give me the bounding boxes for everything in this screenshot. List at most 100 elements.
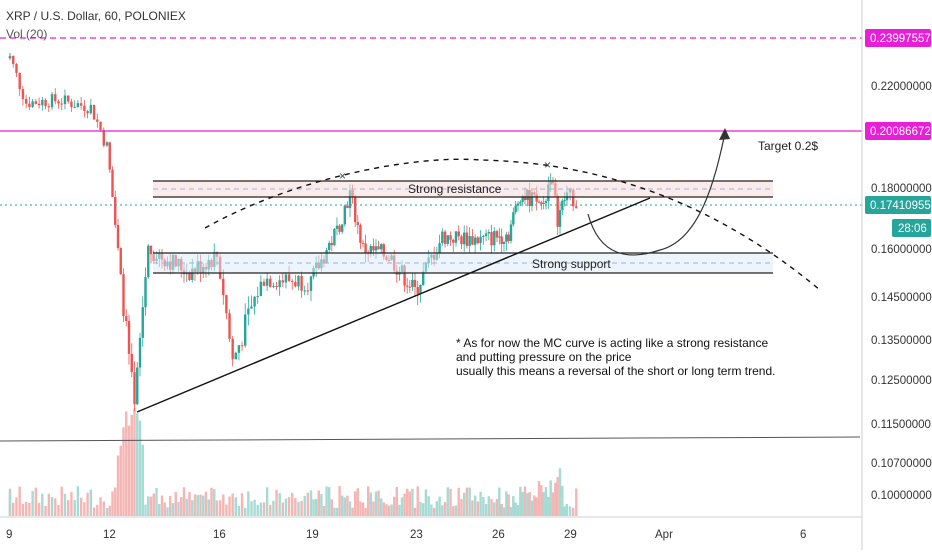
candle-body bbox=[408, 286, 411, 288]
volume-bar bbox=[533, 495, 536, 516]
candle-body bbox=[191, 268, 194, 280]
volume-bar bbox=[565, 503, 569, 516]
volume-bar bbox=[180, 497, 183, 516]
volume-bar bbox=[144, 504, 147, 516]
volume-bar bbox=[119, 445, 122, 516]
volume-bar bbox=[495, 498, 499, 516]
y-tick: 0.11500000 bbox=[871, 419, 931, 431]
volume-bar bbox=[374, 491, 378, 516]
volume-bar bbox=[380, 498, 383, 516]
volume-bar bbox=[544, 487, 548, 516]
candle-body bbox=[572, 189, 575, 207]
candle-body bbox=[247, 308, 250, 315]
volume-bar bbox=[259, 502, 263, 516]
volume-bar bbox=[191, 500, 194, 516]
support-label: Strong support bbox=[532, 257, 611, 271]
volume-bar bbox=[44, 506, 47, 516]
volume-bar bbox=[213, 488, 216, 516]
candle-body bbox=[28, 103, 31, 107]
volume-bar bbox=[21, 503, 25, 516]
y-axis-ticks: 0.22000000 0.18000000 0.16000000 0.14500… bbox=[871, 81, 932, 502]
volume-bar bbox=[519, 486, 522, 516]
volume-bar bbox=[204, 491, 208, 516]
volume-bar bbox=[530, 500, 534, 516]
volume-bar bbox=[278, 493, 281, 516]
volume-bar bbox=[149, 496, 153, 516]
x-tick: 23 bbox=[410, 529, 423, 541]
volume-bar bbox=[15, 497, 18, 516]
volume-bar bbox=[18, 486, 21, 516]
candle-body bbox=[509, 224, 513, 241]
price-label-box bbox=[865, 196, 931, 214]
candle-body bbox=[443, 231, 447, 244]
candle-body bbox=[335, 225, 339, 229]
volume-bar bbox=[460, 498, 463, 516]
candle-body bbox=[225, 295, 228, 314]
countdown-label: 28:06 bbox=[892, 219, 931, 237]
volume-bar bbox=[413, 507, 417, 516]
volume-bar bbox=[122, 427, 125, 516]
volume-bar bbox=[367, 486, 370, 516]
candle-body bbox=[403, 265, 406, 286]
volume-bar bbox=[333, 507, 336, 516]
resistance-label: Strong resistance bbox=[408, 182, 502, 196]
y-tick: 0.18000000 bbox=[871, 183, 932, 195]
volume-bar bbox=[507, 494, 510, 516]
candle-body bbox=[406, 285, 409, 287]
candle-body bbox=[44, 99, 47, 107]
candle-body bbox=[47, 106, 50, 108]
volume-bar bbox=[63, 493, 67, 516]
candle-body bbox=[380, 244, 383, 250]
volume-bar bbox=[482, 496, 485, 516]
volume-bar bbox=[125, 411, 128, 516]
x-axis-ticks: 9 12 16 19 23 26 29 Apr 6 bbox=[6, 529, 806, 541]
volume-bar bbox=[484, 503, 488, 516]
candle-body bbox=[76, 103, 80, 107]
volume-bar bbox=[422, 503, 425, 516]
volume-bar bbox=[359, 501, 362, 516]
y-tick: 0.12500000 bbox=[871, 375, 932, 387]
volume-bar bbox=[322, 506, 326, 516]
candle-body bbox=[482, 236, 485, 238]
candle-body bbox=[519, 201, 522, 204]
volume-bar bbox=[269, 504, 272, 516]
volume-bar bbox=[163, 502, 166, 516]
candle-body bbox=[89, 104, 93, 114]
volume-bar bbox=[41, 493, 44, 516]
candle-body bbox=[382, 244, 385, 257]
candle-body bbox=[122, 274, 125, 317]
volume-bar bbox=[105, 507, 109, 516]
candle-body bbox=[73, 106, 76, 108]
symbol-title: XRP / U.S. Dollar, 60, POLONIEX bbox=[6, 9, 186, 23]
candle-body bbox=[272, 285, 275, 287]
candle-body bbox=[79, 103, 83, 106]
volume-bar bbox=[47, 493, 50, 516]
candle-body bbox=[108, 142, 111, 170]
volume-bar bbox=[441, 505, 444, 516]
candle-body bbox=[537, 201, 541, 203]
candle-body bbox=[422, 271, 425, 285]
volume-indicator-label[interactable]: Vol (20) bbox=[6, 27, 48, 41]
volume-bar bbox=[387, 505, 391, 516]
volume-bar bbox=[57, 505, 60, 516]
volume-bar bbox=[24, 501, 28, 516]
note-line-3: usually this means a reversal of the sho… bbox=[456, 364, 775, 378]
volume-bar bbox=[449, 488, 452, 516]
volume-bar bbox=[12, 502, 15, 516]
candle-body bbox=[468, 236, 471, 246]
volume-bar bbox=[521, 492, 524, 516]
candle-body bbox=[493, 231, 496, 246]
volume-bar bbox=[438, 496, 441, 516]
candle-body bbox=[354, 197, 357, 223]
volume-bar bbox=[432, 507, 436, 516]
candle-body bbox=[144, 277, 147, 308]
candle-body bbox=[34, 101, 38, 104]
volume-bar bbox=[225, 504, 228, 516]
candle-body bbox=[8, 55, 12, 59]
volume-bar bbox=[338, 486, 341, 516]
candle-body bbox=[269, 278, 272, 287]
peak-marker-2: × bbox=[544, 158, 551, 172]
volume-bar bbox=[354, 491, 357, 516]
